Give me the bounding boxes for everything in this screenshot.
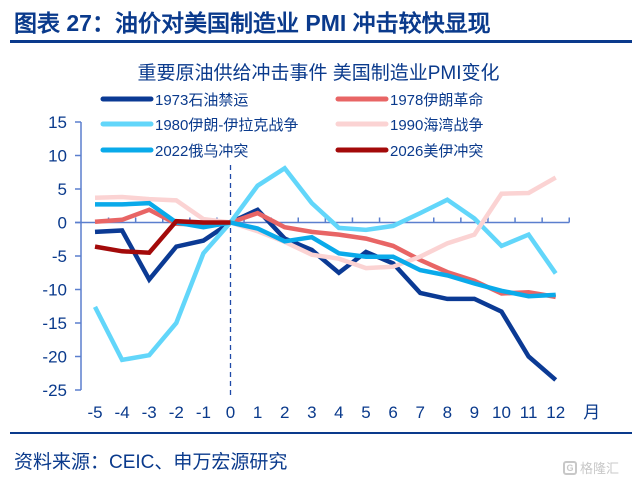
x-tick-label: -3 — [142, 403, 157, 422]
legend-label: 1990海湾战争 — [390, 116, 483, 134]
x-tick-label: 7 — [415, 403, 424, 422]
x-tick-label: -4 — [115, 403, 130, 422]
x-tick-label: 12 — [546, 403, 565, 422]
title-divider — [10, 40, 632, 43]
x-tick-label: 5 — [361, 403, 370, 422]
footer-divider — [10, 432, 632, 434]
source-note: 资料来源：CEIC、申万宏源研究 — [14, 452, 288, 473]
x-tick-label: 9 — [470, 403, 479, 422]
legend-item: 1990海湾战争 — [335, 116, 483, 134]
figure-title: 图表 27：油价对美国制造业 PMI 冲击较快显现 — [14, 10, 491, 36]
y-tick-label: -25 — [42, 381, 67, 400]
x-tick-label: -5 — [87, 403, 102, 422]
x-tick-label: -1 — [196, 403, 211, 422]
y-tick-label: 5 — [58, 180, 67, 199]
x-tick-label: 11 — [520, 403, 538, 422]
x-tick-label: 2 — [280, 403, 289, 422]
legend: 1973石油禁运 1978伊朗革命 1980伊朗-伊拉克战争 1990海湾战争 2022… — [100, 91, 483, 160]
legend-label: 1978伊朗革命 — [390, 91, 483, 109]
y-tick-label: -5 — [52, 247, 67, 266]
series-line-1990海湾战争 — [94, 175, 557, 271]
legend-label: 2022俄乌冲突 — [155, 143, 248, 160]
legend-item: 1980伊朗-伊拉克战争 — [100, 116, 298, 134]
watermark-text: 格隆汇 — [580, 461, 620, 476]
legend-item: 1973石油禁运 — [100, 92, 248, 109]
y-tick-label: 10 — [48, 147, 67, 166]
y-tick-label: 0 — [58, 214, 67, 233]
watermark: G 格隆汇 — [563, 458, 619, 477]
x-tick-label: 6 — [388, 403, 397, 422]
legend-label: 1973石油禁运 — [155, 92, 248, 109]
x-axis-labels: -5 -4 -3 -2 -1 0 1 2 3 4 5 6 7 8 9 10 11 12 月 — [87, 403, 600, 422]
x-tick-label: 3 — [307, 403, 316, 422]
series-line-1973石油禁运 — [94, 207, 558, 382]
y-tick-label: -20 — [42, 348, 67, 367]
series-lines — [92, 165, 558, 382]
series-line-2022俄乌冲突 — [95, 200, 556, 299]
watermark-logo-icon: G — [563, 460, 577, 475]
series-line-1980伊朗-伊拉克战争 — [92, 165, 558, 363]
y-tick-label: 15 — [48, 113, 67, 132]
y-tick-label: -15 — [42, 314, 67, 333]
legend-item: 1978伊朗革命 — [335, 91, 483, 109]
legend-label: 1980伊朗-伊拉克战争 — [155, 116, 298, 134]
y-tick-label: -10 — [42, 281, 67, 300]
legend-item: 2022俄乌冲突 — [100, 143, 248, 160]
x-tick-label: 8 — [443, 403, 452, 422]
x-tick-label: 4 — [334, 403, 343, 422]
axes: 15 10 5 0 -5 -10 -15 -20 -25 — [42, 113, 570, 400]
x-tick-label: 10 — [492, 403, 511, 422]
series-line-2026美伊冲突 — [94, 218, 231, 256]
x-tick-label: 1 — [253, 403, 262, 422]
x-tick-label: 0 — [226, 403, 235, 422]
chart-title: 重要原油供给冲击事件 美国制造业PMI变化 — [137, 63, 500, 84]
x-tick-label: -2 — [169, 403, 184, 422]
legend-label: 2026美伊冲突 — [390, 143, 483, 160]
x-axis-unit-label: 月 — [583, 403, 600, 422]
legend-item: 2026美伊冲突 — [335, 143, 483, 160]
